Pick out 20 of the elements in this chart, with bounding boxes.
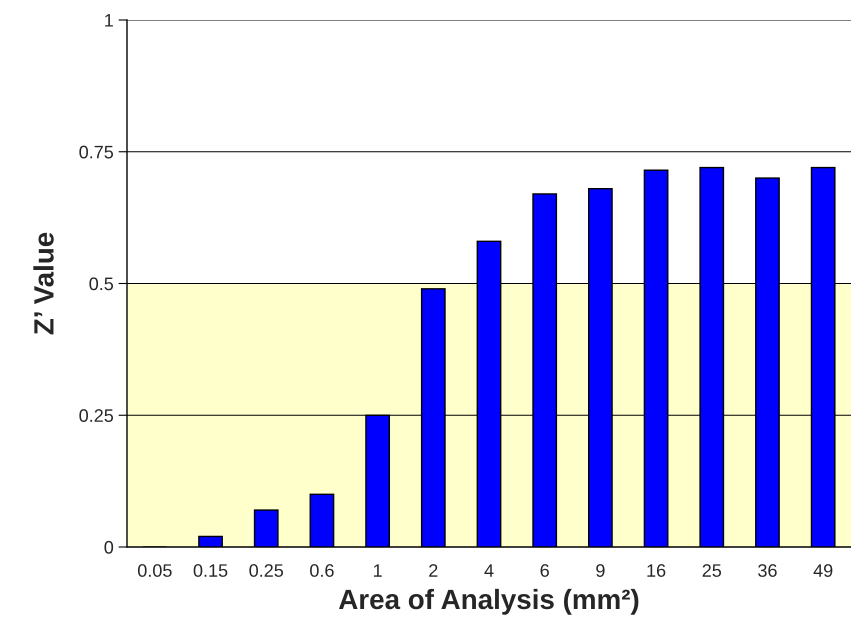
x-tick-label: 6 <box>540 564 549 577</box>
x-tick-label: 16 <box>647 564 666 577</box>
x-tick-label: 0.6 <box>310 564 334 577</box>
x-tick-label: 25 <box>702 564 722 577</box>
y-axis-title: Z’ Value <box>33 232 54 334</box>
x-tick-label: 9 <box>596 564 605 577</box>
y-tick-label: 1 <box>105 14 113 27</box>
x-tick-label: 49 <box>814 564 832 577</box>
x-axis-title: Area of Analysis (mm²) <box>338 588 638 615</box>
y-tick-label: 0.75 <box>79 146 114 158</box>
x-tick-label: 36 <box>758 564 777 577</box>
x-tick-label: 0.05 <box>138 564 172 577</box>
x-tick-label: 1 <box>374 564 382 577</box>
y-tick-label: 0.5 <box>89 277 114 290</box>
y-tick-label: 0 <box>104 540 114 554</box>
x-tick-label: 2 <box>429 564 438 577</box>
x-tick-label: 0.25 <box>249 564 284 577</box>
x-tick-label: 0.15 <box>194 564 228 577</box>
x-tick-label: 4 <box>484 564 494 577</box>
y-tick-label: 0.25 <box>79 409 114 422</box>
